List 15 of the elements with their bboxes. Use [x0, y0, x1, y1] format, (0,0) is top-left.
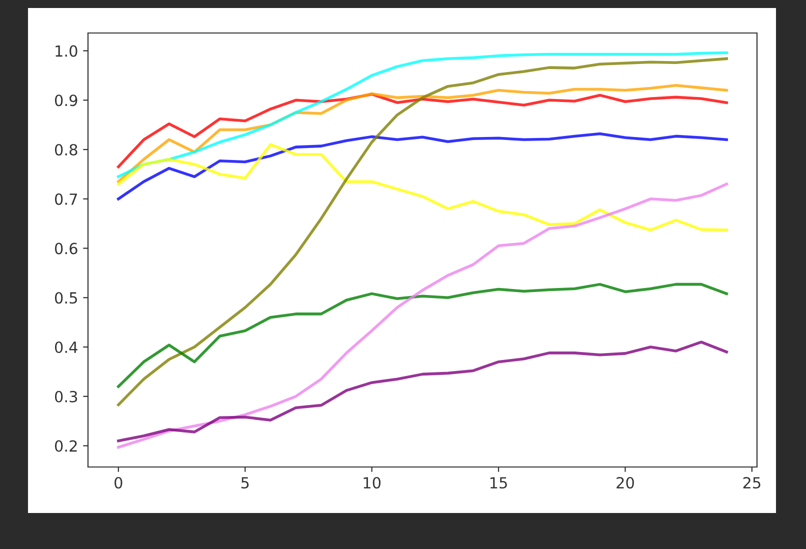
y-tick-label: 0.3	[54, 390, 78, 402]
x-tick-label: 25	[743, 476, 760, 489]
y-tick-label: 0.6	[54, 242, 78, 254]
y-tick-label: 0.5	[54, 292, 77, 304]
x-tick-label: 0	[114, 476, 122, 489]
y-tick-label: 0.4	[54, 341, 78, 354]
y-tick-label: 0.2	[54, 440, 77, 452]
y-tick-label: 0.9	[54, 94, 78, 106]
y-tick-label: 0.7	[54, 193, 77, 205]
x-tick-label: 10	[364, 476, 381, 489]
x-tick-label: 20	[616, 476, 634, 489]
y-tick-label: 1.0	[56, 45, 78, 57]
x-tick-label: 15	[490, 477, 507, 489]
x-tick-label: 5	[241, 477, 249, 489]
y-tick-label: 0.8	[54, 144, 78, 156]
